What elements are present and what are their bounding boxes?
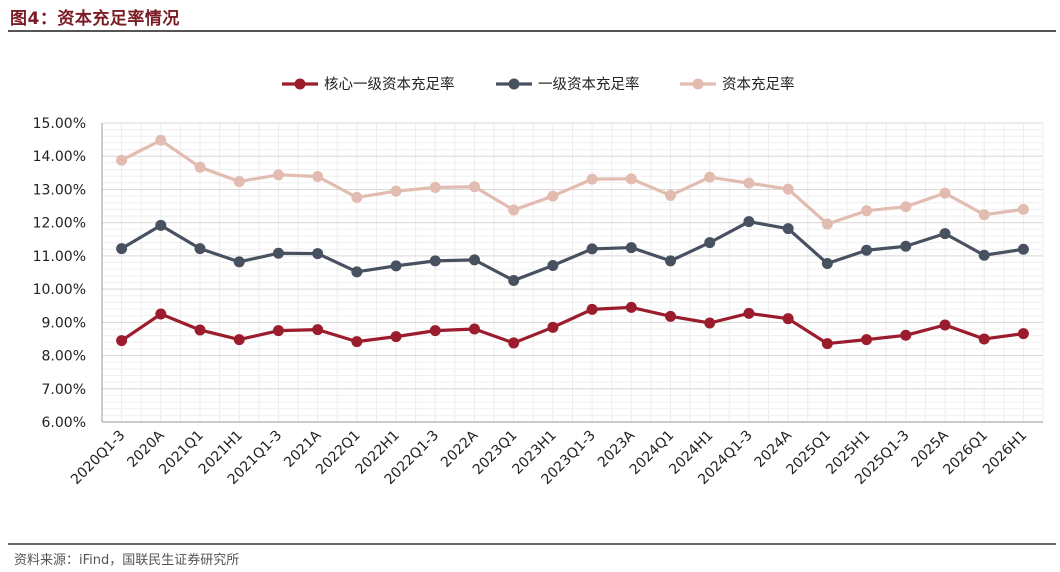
series-line (120, 220, 1024, 283)
legend-label: 资本充足率 (722, 76, 795, 93)
data-point (625, 173, 637, 185)
data-point (939, 319, 951, 331)
data-point (155, 308, 167, 320)
data-point (351, 191, 363, 203)
series-line (120, 305, 1024, 346)
data-point (625, 301, 637, 313)
legend-label: 一级资本充足率 (538, 76, 640, 93)
data-point (821, 338, 833, 350)
data-point (939, 228, 951, 240)
y-tick-label: 6.00% (42, 415, 86, 431)
y-tick-label: 15.00% (33, 116, 86, 132)
y-tick-label: 7.00% (42, 382, 86, 398)
bottom-divider (8, 543, 1056, 545)
data-point (586, 303, 598, 315)
data-point (508, 204, 520, 216)
data-point (194, 161, 206, 173)
y-tick-label: 10.00% (33, 282, 86, 298)
data-point (508, 337, 520, 349)
data-point (351, 336, 363, 348)
data-point (861, 244, 873, 256)
y-tick-label: 8.00% (42, 349, 86, 365)
data-point (1017, 328, 1029, 340)
data-point (468, 254, 480, 266)
legend-swatch-marker (508, 78, 520, 90)
y-tick-label: 12.00% (33, 216, 86, 232)
data-point (116, 154, 128, 166)
data-point (665, 310, 677, 322)
data-point (312, 248, 324, 260)
data-point (390, 331, 402, 343)
data-point (312, 170, 324, 182)
data-point (978, 209, 990, 221)
figure-title: 图4：资本充足率情况 (10, 9, 180, 29)
data-point (272, 169, 284, 181)
data-point (547, 190, 559, 202)
data-point (900, 240, 912, 252)
data-point (468, 323, 480, 335)
data-point (233, 256, 245, 268)
series-line (120, 138, 1024, 226)
y-tick-label: 9.00% (42, 315, 86, 331)
data-point (704, 171, 716, 183)
x-tick-label: 2020Q1-3 (68, 428, 128, 488)
data-point (861, 205, 873, 217)
data-point (900, 201, 912, 213)
data-point (429, 325, 441, 337)
data-point (978, 249, 990, 261)
x-tick-label: 2026H1 (980, 428, 1030, 478)
data-point (194, 324, 206, 336)
data-point (233, 334, 245, 346)
line-chart: 6.00% 7.00% 8.00% 9.00% 10.00% 11.00% 12.00% 13… (33, 76, 1044, 488)
data-point (508, 274, 520, 286)
data-point (547, 321, 559, 333)
data-point (978, 333, 990, 345)
top-divider (8, 30, 1056, 32)
data-point (429, 255, 441, 267)
data-point (390, 260, 402, 272)
data-point (665, 189, 677, 201)
data-point (468, 181, 480, 193)
data-point (782, 223, 794, 235)
data-point (390, 185, 402, 197)
data-point (939, 187, 951, 199)
data-point (116, 335, 128, 347)
y-tick-label: 11.00% (33, 249, 86, 265)
data-point (665, 255, 677, 267)
data-point (547, 260, 559, 272)
data-point (821, 218, 833, 230)
data-point (782, 183, 794, 195)
legend-label: 核心一级资本充足率 (324, 76, 455, 93)
data-point (743, 307, 755, 319)
data-point (116, 243, 128, 255)
data-point (704, 317, 716, 329)
data-point (272, 325, 284, 337)
legend-swatch-marker (692, 78, 704, 90)
y-tick-label: 14.00% (33, 149, 86, 165)
data-point (625, 242, 637, 254)
data-point (743, 177, 755, 189)
data-point (233, 175, 245, 187)
data-point (351, 266, 363, 278)
data-point (586, 243, 598, 255)
data-point (821, 258, 833, 270)
data-point (586, 173, 598, 185)
data-point (782, 313, 794, 325)
data-point (1017, 203, 1029, 215)
legend-swatch-marker (294, 78, 306, 90)
data-point (194, 243, 206, 255)
data-point (861, 334, 873, 346)
data-point (704, 237, 716, 249)
data-point (429, 181, 441, 193)
data-point (900, 329, 912, 341)
data-point (155, 134, 167, 146)
y-tick-label: 13.00% (33, 182, 86, 198)
data-point (312, 324, 324, 336)
data-point (743, 216, 755, 228)
data-point (272, 247, 284, 259)
source-note: 资料来源：iFind，国联民生证券研究所 (14, 553, 240, 568)
data-point (155, 219, 167, 231)
data-point (1017, 243, 1029, 255)
